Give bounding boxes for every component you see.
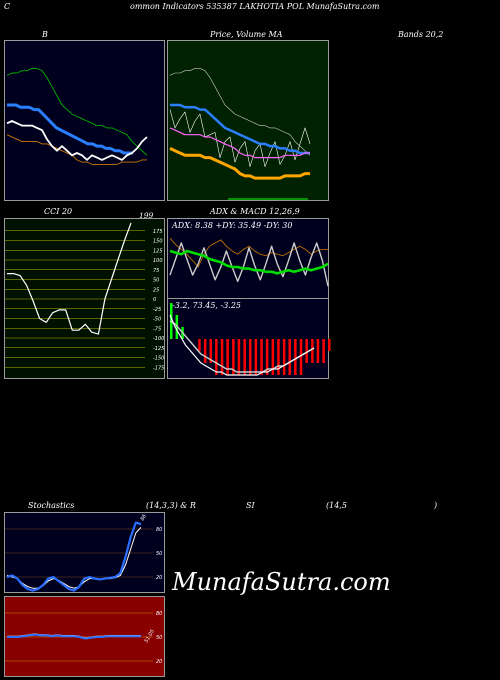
macd-histogram-bar [254, 339, 258, 375]
adx-chart [169, 237, 329, 287]
macd-histogram-bar [316, 339, 320, 363]
stochastics-label: Stochastics [28, 501, 75, 510]
macd-histogram-bar [328, 339, 331, 351]
stochastics-chart: 80 50 20 86 [5, 513, 162, 592]
bollinger-price-line [6, 120, 148, 161]
macd-histogram-bar [294, 339, 297, 375]
macd-signal-line [169, 320, 315, 373]
cci-tick-label: -50 [153, 317, 161, 323]
cci-tick-label: 100 [153, 258, 163, 264]
stochastics-panel: 80 50 20 86 [4, 512, 165, 593]
macd-histogram-bar [237, 339, 241, 375]
macd-histogram-bar [203, 339, 207, 363]
macd-histogram-bar [288, 339, 291, 375]
cci-tick-label: 50 [153, 278, 159, 284]
page-title: ommon Indicators 535387 LAKHOTIA POL Mun… [130, 2, 380, 11]
stochastics-params: (14,3,3) & R [146, 501, 196, 510]
rsi-tick-label: 20 [156, 659, 162, 665]
rsi-last-value: 51.05 [144, 629, 156, 644]
macd-histogram-bar [277, 339, 280, 375]
bollinger-lower-line [6, 134, 147, 165]
price-volume-chart [169, 68, 311, 200]
bollinger-upper-line [6, 67, 148, 156]
adx-values: ADX: 8.38 +DY: 35.49 -DY: 30 [172, 221, 293, 230]
stoch-d-line [6, 527, 142, 589]
rsi-tick-label: 50 [156, 635, 162, 641]
cci-tick-label: -100 [153, 336, 164, 342]
cci-tick-label: 125 [153, 248, 163, 254]
adx-line [169, 249, 329, 275]
bollinger-panel [4, 40, 165, 201]
rsi-chart: 80 50 20 51.05 [5, 611, 162, 665]
cci-line [7, 222, 132, 335]
adx-panel: ADX: 8.38 +DY: 35.49 -DY: 30 [167, 218, 329, 299]
stoch-last-value: 86 [140, 513, 148, 522]
cci-tick-label: 25 [153, 287, 159, 293]
price-volume-ma-label: Price, Volume MA [210, 30, 283, 39]
stoch-tick-label: 20 [156, 575, 162, 581]
macd-histogram-bar [209, 339, 212, 363]
macd-histogram-bar [311, 339, 314, 363]
rsi-params-close: ) [434, 501, 438, 510]
price-ma-pink-line [169, 127, 310, 159]
macd-histogram-bar [265, 339, 269, 375]
macd-histogram-bar [232, 339, 235, 375]
macd-line [169, 314, 315, 376]
macd-histogram-bar [271, 339, 275, 375]
macd-histogram-bar [322, 339, 325, 363]
cci-label: CCI 20 [44, 207, 73, 216]
macd-histogram-bar [305, 339, 308, 363]
bollinger-chart [6, 67, 148, 165]
rsi-tick-label: 80 [156, 611, 162, 617]
macd-histogram-bar [226, 339, 229, 375]
price-close-line [169, 109, 311, 167]
rsi-line [7, 633, 141, 640]
cci-tick-label: -125 [153, 346, 164, 352]
cci-panel: 175 150 125 100 75 50 25 0 -25 -50 -75 -100 -125 -150… [4, 211, 165, 379]
header-c: C [4, 2, 11, 11]
macd-histogram-bar [220, 339, 224, 375]
bollinger-middle-line [7, 103, 133, 155]
cci-tick-label: 75 [153, 268, 159, 274]
macd-histogram-bar [299, 339, 303, 375]
price-ma-slow-line [169, 68, 311, 156]
price-ma-fast-line [170, 103, 310, 155]
cci-tick-label: -25 [153, 307, 161, 313]
macd-histogram-bar [198, 339, 201, 351]
stoch-tick-label: 80 [156, 527, 162, 533]
cci-last-value: 199 [139, 211, 154, 220]
macd-chart [169, 303, 331, 376]
stoch-k-line [6, 521, 142, 592]
macd-panel: -3.2, 73.45, -3.25 [167, 298, 331, 379]
cci-tick-label: -75 [153, 326, 161, 332]
bands-label: Bands 20,2 [398, 30, 444, 39]
cci-tick-label: -150 [153, 356, 164, 362]
adx-plus-di-line [169, 242, 329, 287]
cci-tick-label: -175 [153, 365, 164, 371]
adx-macd-label: ADX & MACD 12,26,9 [210, 207, 300, 216]
cci-tick-label: 0 [153, 297, 156, 303]
rsi-params: (14,5 [326, 501, 347, 510]
macd-histogram-bar [215, 339, 218, 375]
price-ma-orange-line [169, 147, 310, 180]
bands-label-b: B [42, 30, 48, 39]
macd-histogram-bar [260, 339, 263, 375]
cci-tick-label: 175 [153, 229, 163, 235]
rsi-panel: 80 50 20 51.05 [4, 596, 165, 677]
macd-values: -3.2, 73.45, -3.25 [172, 301, 242, 310]
macd-histogram-bar [249, 339, 252, 375]
adx-minus-di-line [169, 237, 328, 268]
price-volume-panel [167, 40, 329, 201]
macd-histogram-bar [243, 339, 246, 375]
stoch-tick-label: 50 [156, 551, 162, 557]
cci-chart: 175 150 125 100 75 50 25 0 -25 -50 -75 -100 -125 -150… [5, 211, 164, 371]
macd-histogram-bar [282, 339, 286, 375]
si-label: SI [246, 501, 255, 510]
cci-tick-label: 150 [153, 239, 163, 245]
watermark: MunafaSutra.com [172, 568, 391, 596]
